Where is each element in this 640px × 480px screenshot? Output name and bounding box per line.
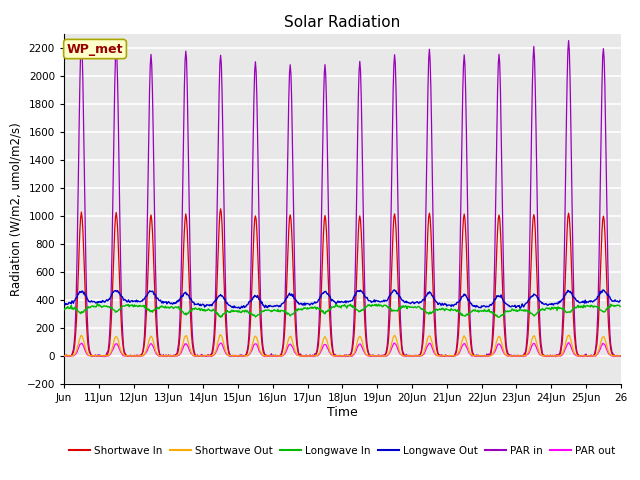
Legend: Shortwave In, Shortwave Out, Longwave In, Longwave Out, PAR in, PAR out: Shortwave In, Shortwave Out, Longwave In…	[65, 442, 620, 460]
X-axis label: Time: Time	[327, 406, 358, 419]
Text: WP_met: WP_met	[67, 43, 124, 56]
Y-axis label: Radiation (W/m2, umol/m2/s): Radiation (W/m2, umol/m2/s)	[10, 122, 22, 296]
Title: Solar Radiation: Solar Radiation	[284, 15, 401, 30]
